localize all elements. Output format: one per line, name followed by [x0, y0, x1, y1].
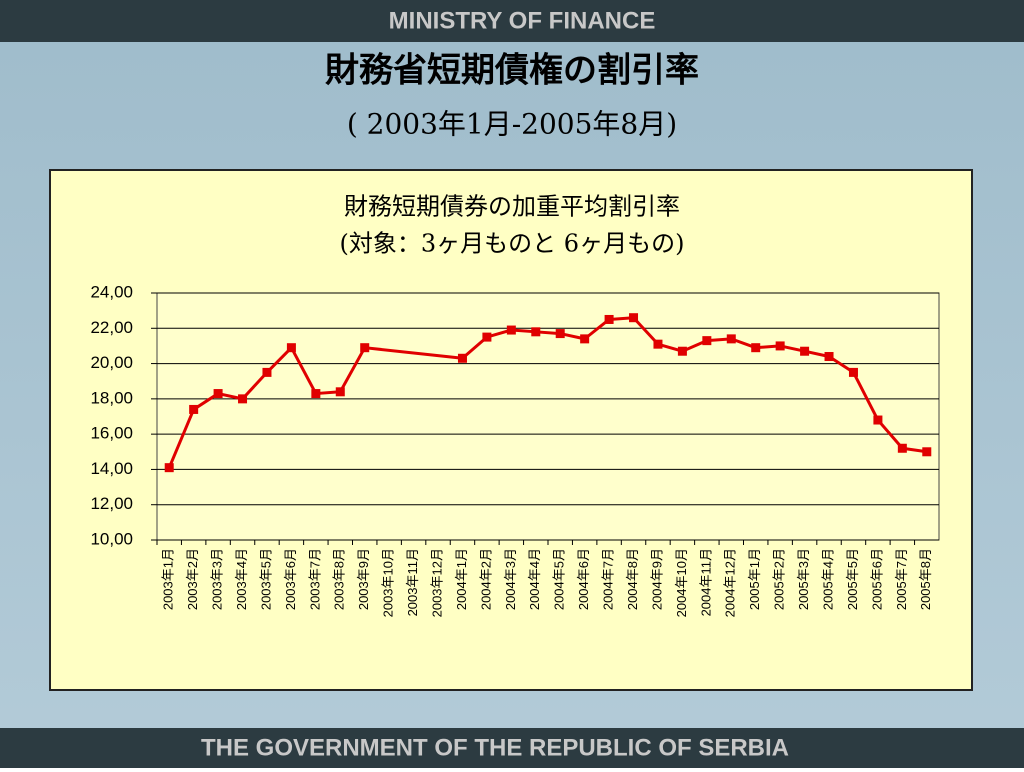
marker	[824, 352, 834, 362]
marker	[238, 394, 248, 404]
line-segment	[338, 346, 367, 393]
x-tick-label: 2005年8月	[918, 548, 933, 610]
y-tick-label: 24,00	[90, 282, 133, 301]
x-tick-label: 2004年12月	[723, 548, 738, 617]
x-tick-label: 2004年7月	[601, 548, 616, 610]
marker	[653, 339, 663, 349]
marker	[629, 313, 639, 323]
y-tick-label: 18,00	[90, 388, 133, 407]
marker	[800, 346, 810, 356]
marker	[751, 343, 761, 353]
slide-title: 財務省短期債権の割引率	[325, 51, 699, 91]
x-tick-label: 2005年1月	[747, 548, 762, 610]
marker	[848, 367, 858, 377]
y-tick-label: 16,00	[90, 424, 133, 443]
chart-title: 財務短期債券の加重平均割引率	[344, 193, 680, 221]
x-tick-label: 2003年11月	[405, 548, 420, 616]
x-tick-label: 2004年6月	[576, 548, 591, 610]
x-tick-label: 2003年3月	[210, 548, 225, 610]
y-tick-label: 12,00	[90, 494, 133, 513]
x-tick-label: 2005年4月	[820, 548, 835, 610]
marker	[897, 443, 907, 453]
x-tick-label: 2003年2月	[185, 548, 200, 610]
x-tick-label: 2005年2月	[772, 548, 787, 610]
x-tick-label: 2005年3月	[796, 548, 811, 610]
x-tick-label: 2004年10月	[674, 548, 689, 617]
marker	[677, 346, 687, 356]
marker	[506, 325, 516, 335]
plot-area	[156, 292, 940, 541]
line-segment	[290, 346, 318, 395]
y-tick-label: 14,00	[90, 459, 133, 478]
marker	[311, 389, 321, 399]
header-bar	[0, 0, 1024, 42]
x-tick-label: 2003年4月	[234, 548, 249, 610]
marker	[922, 447, 932, 457]
marker	[702, 336, 712, 346]
marker	[555, 329, 565, 339]
x-tick-label: 2004年11月	[698, 548, 713, 616]
marker	[286, 343, 296, 353]
line-segment	[852, 371, 880, 421]
footer-bar	[0, 728, 1024, 768]
y-tick-label: 20,00	[90, 353, 133, 372]
x-tick-label: 2003年12月	[429, 548, 444, 617]
marker	[482, 332, 492, 342]
x-tick-label: 2003年10月	[381, 548, 396, 617]
footer: THE GOVERNMENT OF THE REPUBLIC OF SERBIA	[201, 734, 789, 761]
header: MINISTRY OF FINANCE	[389, 7, 656, 34]
x-tick-label: 2004年5月	[552, 548, 567, 610]
y-tick-label: 22,00	[90, 318, 133, 337]
x-tick-label: 2003年6月	[283, 548, 298, 610]
x-tick-label: 2004年4月	[527, 548, 542, 610]
marker	[164, 463, 174, 473]
marker	[604, 314, 614, 324]
line-segment	[364, 346, 463, 360]
line-segment	[876, 419, 904, 450]
marker	[262, 367, 272, 377]
marker	[580, 334, 590, 344]
x-tick-label: 2004年3月	[503, 548, 518, 610]
x-tick-label: 2005年7月	[894, 548, 909, 610]
x-tick-label: 2004年2月	[478, 548, 493, 610]
y-tick-label: 10,00	[90, 529, 133, 548]
marker	[726, 334, 736, 344]
x-tick-label: 2004年8月	[625, 548, 640, 610]
x-tick-label: 2004年1月	[454, 548, 469, 610]
marker	[775, 341, 785, 351]
chart-subtitle: (対象：3ヶ月ものと 6ヶ月もの)	[340, 230, 685, 258]
x-tick-label: 2003年1月	[161, 548, 176, 610]
marker	[360, 343, 370, 353]
marker	[457, 353, 467, 363]
line-segment	[167, 408, 196, 469]
x-tick-label: 2003年9月	[356, 548, 371, 610]
marker	[873, 415, 883, 425]
marker	[335, 387, 345, 397]
x-tick-label: 2003年7月	[307, 548, 322, 610]
marker	[189, 404, 199, 414]
marker	[531, 327, 541, 337]
x-tick-label: 2005年6月	[869, 548, 884, 610]
slide-subtitle: ( 2003年1月-2005年8月)	[347, 108, 677, 141]
x-tick-label: 2005年5月	[845, 548, 860, 610]
marker	[213, 389, 223, 399]
x-tick-label: 2003年5月	[258, 548, 273, 610]
x-tick-label: 2004年9月	[649, 548, 664, 610]
x-tick-label: 2003年8月	[332, 548, 347, 610]
